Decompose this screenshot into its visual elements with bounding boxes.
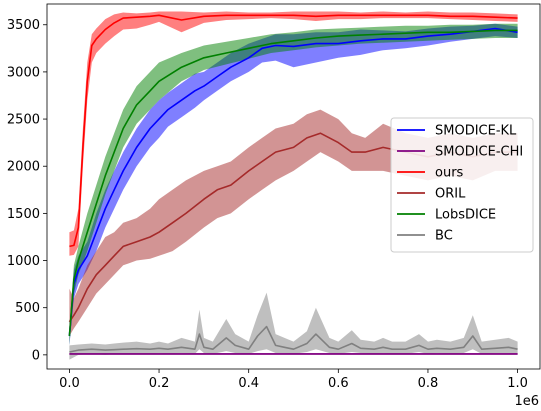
legend-label: SMODICE-KL [435,124,517,139]
x-axis-multiplier: 1e6 [514,394,539,409]
legend-label: ORIL [435,187,466,202]
legend-label: LobsDICE [435,208,496,223]
legend-label: SMODICE-CHI [435,145,523,160]
y-tick-label: 1500 [7,207,40,222]
x-axis: 0.0 0.2 0.4 0.6 0.8 1.0 [59,369,528,391]
x-tick-label: 1.0 [507,376,528,391]
y-tick-label: 1000 [7,254,40,269]
legend: SMODICE-KL SMODICE-CHI ours ORIL LobsDICE BC [391,118,533,252]
y-tick-label: 3000 [7,65,40,80]
y-tick-label: 2000 [7,160,40,175]
y-tick-label: 500 [15,301,40,316]
x-tick-label: 0.0 [59,376,80,391]
y-axis: 0 500 1000 1500 2000 2500 3000 3500 [7,18,47,363]
x-tick-label: 0.2 [149,376,170,391]
x-tick-label: 0.4 [238,376,259,391]
x-tick-label: 0.6 [328,376,349,391]
legend-label: ours [435,166,464,181]
legend-label: BC [435,229,453,244]
y-tick-label: 0 [32,348,40,363]
x-tick-label: 0.8 [418,376,439,391]
y-tick-label: 2500 [7,113,40,128]
y-tick-label: 3500 [7,18,40,33]
